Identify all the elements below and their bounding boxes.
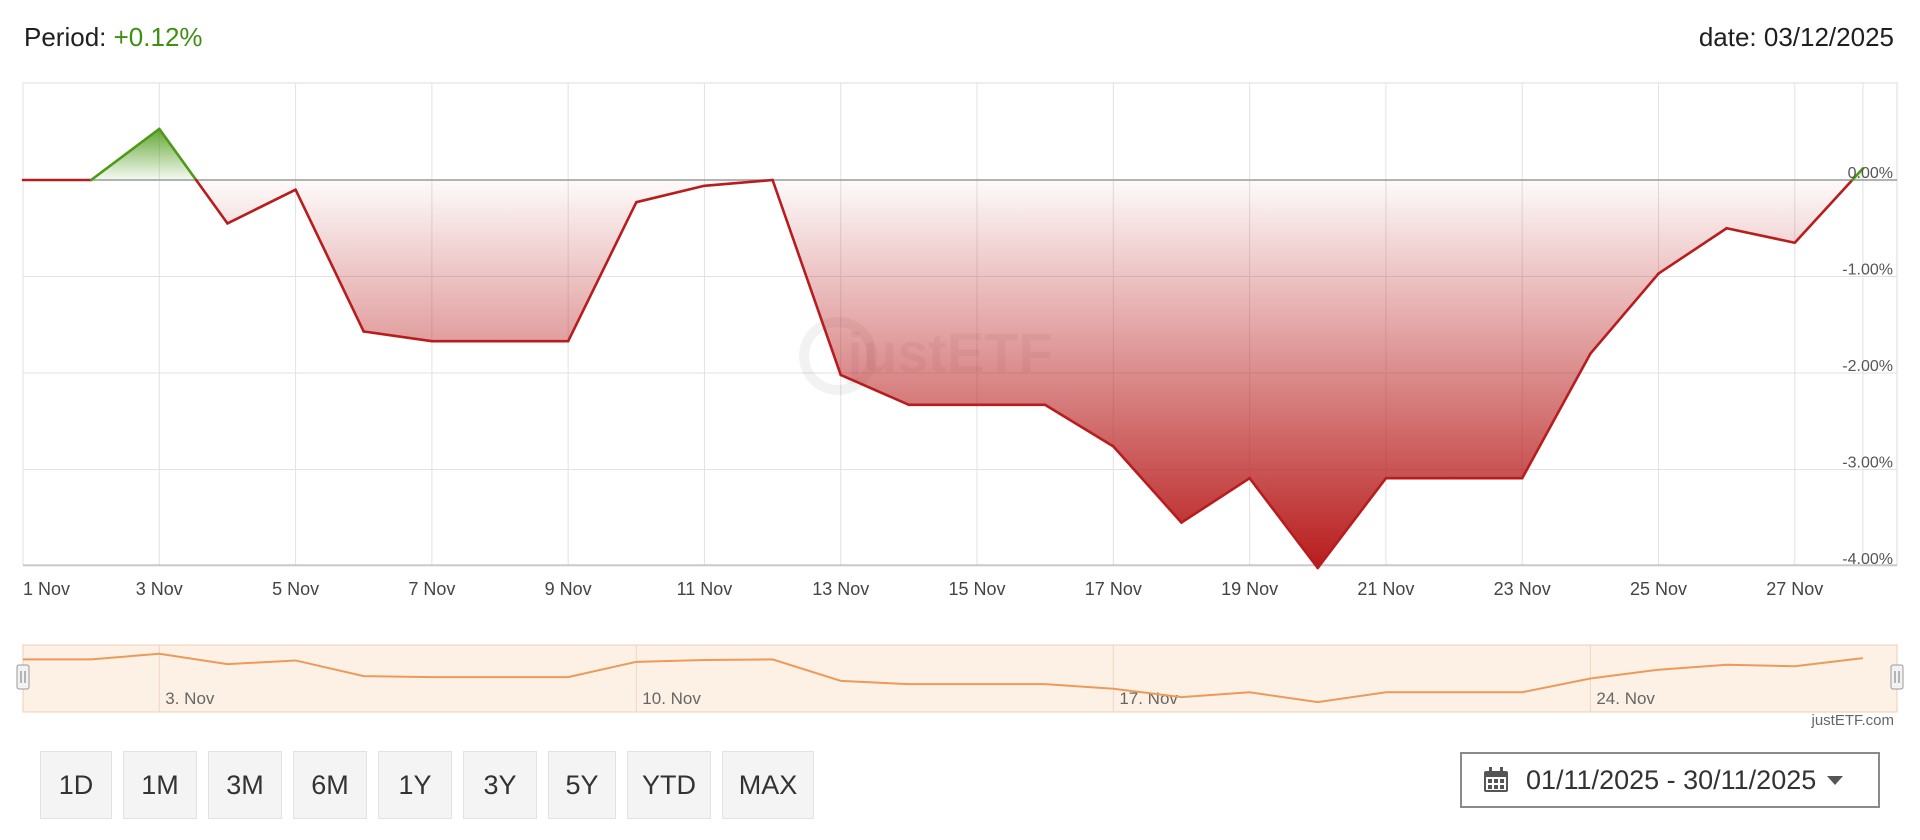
performance-chart[interactable]: justETF0.00%-1.00%-2.00%-3.00%-4.00%1 No… [0,0,1920,740]
date-range-label: 01/11/2025 - 30/11/2025 [1526,764,1817,795]
series-line-positive [157,127,198,182]
range-button-1y[interactable]: 1Y [378,751,452,819]
navigator-tick-label: 24. Nov [1596,689,1655,708]
series-line-negative [1793,178,1854,245]
y-tick-label: -2.00% [1842,358,1893,375]
range-button-5y[interactable]: 5Y [548,751,616,819]
y-tick-label: -4.00% [1842,551,1893,568]
series-line-negative [1043,403,1115,448]
x-tick-label: 25 Nov [1630,579,1687,599]
series-line-positive [89,127,161,182]
x-tick-label: 23 Nov [1494,579,1551,599]
navigator-handle-left[interactable] [16,664,30,690]
navigator-tick-label: 3. Nov [165,689,215,708]
date-label: date: 03/12/2025 [1698,22,1894,52]
navigator-handle-right[interactable] [1890,664,1904,690]
series-line-negative [1180,476,1251,524]
x-tick-label: 17 Nov [1085,579,1142,599]
series-line-negative [1112,445,1183,524]
navigator-tick-label: 17. Nov [1119,689,1178,708]
range-button-1d[interactable]: 1D [40,751,112,819]
x-tick-label: 11 Nov [677,579,733,599]
range-button-3y[interactable]: 3Y [463,751,537,819]
navigator-line [23,652,1864,704]
credit-link[interactable]: justETF.com [1811,712,1894,729]
period-value: +0.12% [113,22,203,52]
series-line-negative [1316,476,1388,570]
range-button-6m[interactable]: 6M [293,751,367,819]
range-button-1m[interactable]: 1M [123,751,197,819]
series-line-negative [771,178,843,377]
negative-area [196,180,1853,568]
calendar-icon [1482,766,1510,794]
x-tick-label: 9 Nov [545,579,592,599]
series-line-negative [362,330,434,343]
range-button-3m[interactable]: 3M [208,751,282,819]
series-line-negative [1657,226,1728,275]
x-tick-label: 3 Nov [136,579,183,599]
x-tick-label: 21 Nov [1357,579,1414,599]
caret-down-icon [1826,774,1844,786]
series-line-negative [839,373,911,407]
series-line-negative [635,184,706,204]
x-tick-label: 5 Nov [272,579,319,599]
series-line-negative [194,178,229,225]
x-tick-label: 1 Nov [23,579,70,599]
series-line-negative [1589,272,1660,356]
series-line-negative [226,188,297,225]
series-line-positive [1851,167,1865,182]
x-tick-label: 27 Nov [1766,579,1823,599]
navigator-tick-label: 10. Nov [642,689,701,708]
y-tick-label: -3.00% [1842,455,1893,472]
x-tick-label: 7 Nov [408,579,455,599]
series-line-negative [1725,226,1797,245]
date-range-picker[interactable]: 01/11/2025 - 30/11/2025 [1460,752,1880,808]
series-line-negative [294,188,366,333]
period-label: Period: +0.12% [24,22,203,53]
series-line-negative [1248,476,1320,570]
x-tick-label: 15 Nov [949,579,1006,599]
series-line-negative [703,178,774,188]
x-tick-label: 13 Nov [812,579,869,599]
range-button-ytd[interactable]: YTD [627,751,711,819]
period-label-text: Period: [24,22,107,52]
x-tick-label: 19 Nov [1221,579,1278,599]
series-line-negative [566,200,638,343]
y-tick-label: -1.00% [1842,262,1893,279]
range-button-max[interactable]: MAX [722,751,814,819]
series-line-negative [1520,352,1592,480]
y-tick-label: 0.00% [1848,165,1893,182]
